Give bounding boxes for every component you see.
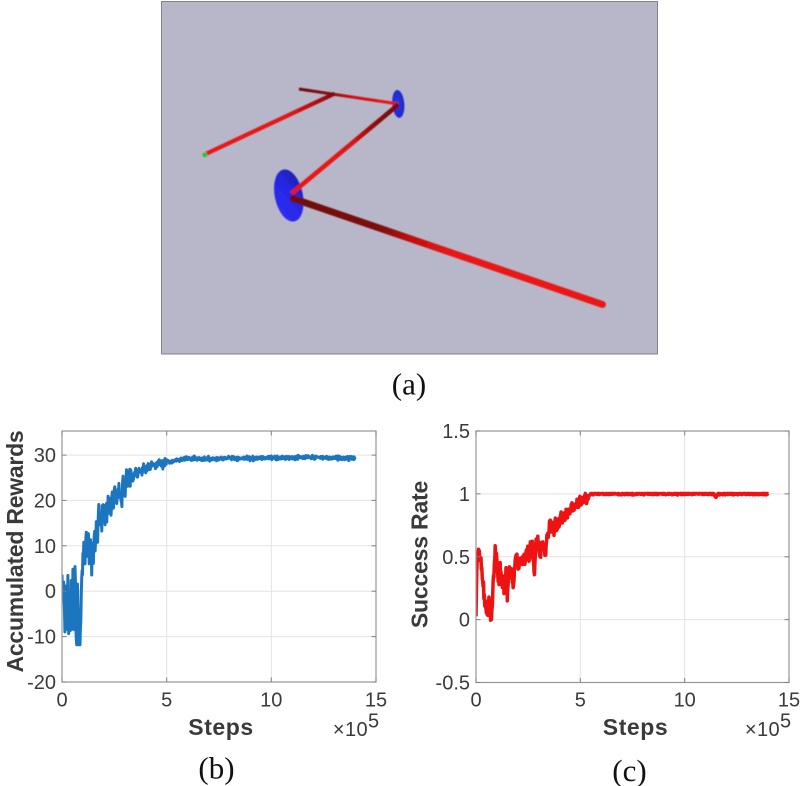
svg-text:0: 0 [45, 581, 56, 603]
svg-text:15: 15 [778, 690, 800, 712]
svg-text:(a): (a) [392, 367, 426, 402]
svg-text:15: 15 [365, 690, 387, 712]
svg-text:5: 5 [368, 711, 379, 733]
svg-text:-20: -20 [27, 672, 56, 694]
svg-text:Steps: Steps [603, 714, 668, 740]
svg-text:×10: ×10 [745, 719, 780, 741]
svg-text:Success Rate: Success Rate [407, 481, 433, 628]
svg-text:×10: ×10 [333, 719, 368, 741]
svg-text:-0.5: -0.5 [436, 673, 470, 695]
svg-text:1: 1 [459, 484, 470, 506]
svg-text:5: 5 [161, 690, 172, 712]
svg-text:20: 20 [34, 490, 56, 512]
svg-text:Accumulated Rewards: Accumulated Rewards [2, 431, 28, 673]
svg-text:0: 0 [459, 610, 470, 632]
svg-text:5: 5 [575, 690, 586, 712]
svg-text:0.5: 0.5 [442, 547, 470, 569]
svg-text:1.5: 1.5 [442, 421, 470, 443]
svg-text:10: 10 [260, 690, 282, 712]
svg-text:(b): (b) [198, 751, 234, 786]
svg-text:Steps: Steps [188, 714, 253, 740]
svg-text:-10: -10 [27, 627, 56, 649]
svg-text:30: 30 [34, 445, 56, 467]
svg-text:10: 10 [674, 690, 696, 712]
svg-text:0: 0 [56, 690, 67, 712]
svg-text:5: 5 [780, 711, 791, 733]
svg-text:10: 10 [34, 536, 56, 558]
svg-text:(c): (c) [612, 753, 646, 786]
svg-text:0: 0 [470, 690, 481, 712]
